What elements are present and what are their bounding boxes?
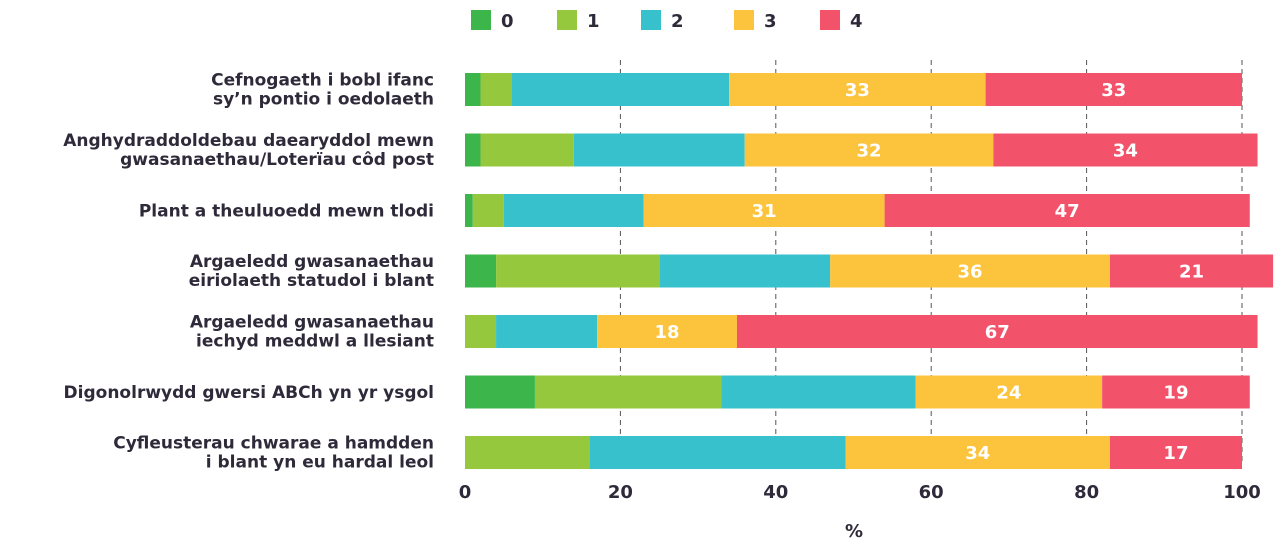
category-label-line: i blant yn eu hardal leol: [206, 453, 434, 473]
bar-segment-series-4: [1109, 436, 1242, 469]
legend-swatch-2: [641, 10, 661, 30]
x-tick-labels: 0 20 40 60 80 100: [459, 482, 1261, 503]
bar-segment-series-4: [1102, 375, 1250, 409]
data-label: 19: [1163, 383, 1188, 404]
category-label: Cyfleusterau chwarae a hamdden i blant yn…: [113, 434, 434, 473]
category-label-line: Argaeledd gwasanaethau: [190, 252, 434, 272]
data-label: 32: [857, 141, 882, 162]
bar-segment-series-4: [736, 315, 1258, 348]
bar-segment-series-3: [643, 194, 885, 227]
bar-segment-series-2: [659, 254, 831, 288]
bar-segment-series-0: [465, 194, 473, 227]
bar-segment-series-2: [511, 73, 730, 106]
category-label: Cefnogaeth i bobl ifanc sy’n pontio i oed…: [211, 71, 434, 110]
category-label-line: Plant a theuluoedd mewn tlodi: [139, 202, 434, 222]
legend-label-2: 2: [671, 11, 684, 32]
category-label: Argaeledd gwasanaethau eiriolaeth statudo…: [189, 252, 434, 291]
category-label: Argaeledd gwasanaethau iechyd meddwl a ll…: [190, 313, 434, 352]
data-label: 34: [1113, 141, 1138, 162]
data-label: 67: [985, 322, 1010, 343]
legend-label-1: 1: [587, 11, 600, 32]
category-label: Anghydraddoldebau daearyddol mewn gwasana…: [63, 131, 434, 170]
legend-swatch-1: [557, 10, 577, 30]
data-label: 17: [1163, 443, 1188, 464]
bar-segment-series-1: [480, 73, 512, 106]
bar-segment-series-0: [465, 133, 481, 167]
x-tick-label-0: 0: [459, 482, 472, 503]
bar-segment-series-4: [884, 194, 1250, 227]
bar-segment-series-3: [729, 73, 986, 106]
bar-segment-series-3: [915, 375, 1103, 409]
legend-label-4: 4: [850, 11, 863, 32]
category-labels: Cefnogaeth i bobl ifanc sy’n pontio i oed…: [63, 71, 434, 473]
bar-segment-series-0: [465, 375, 535, 409]
bar-segment-series-3: [597, 315, 737, 348]
bar-segment-series-1: [496, 254, 660, 288]
data-label: 33: [845, 80, 870, 101]
x-tick-label-20: 20: [608, 482, 633, 503]
bar-segment-series-4: [1109, 254, 1274, 288]
legend-label-0: 0: [501, 11, 514, 32]
legend-swatch-4: [820, 10, 840, 30]
category-label-line: iechyd meddwl a llesiant: [196, 332, 434, 352]
bar-segment-series-4: [985, 73, 1242, 106]
data-label: 33: [1101, 80, 1126, 101]
x-tick-label-60: 60: [919, 482, 944, 503]
data-label: 31: [752, 201, 777, 222]
category-label-line: eiriolaeth statudol i blant: [189, 271, 434, 291]
category-label-line: Cefnogaeth i bobl ifanc: [211, 71, 434, 91]
category-label-line: Digonolrwydd gwersi ABCh yn yr ysgol: [64, 383, 434, 403]
x-tick-label-100: 100: [1223, 482, 1261, 503]
category-label-line: Cyfleusterau chwarae a hamdden: [113, 434, 434, 454]
bar-segment-series-1: [472, 194, 504, 227]
bar-segment-series-1: [465, 436, 590, 469]
category-label: Plant a theuluoedd mewn tlodi: [139, 202, 434, 222]
category-label-line: Anghydraddoldebau daearyddol mewn: [63, 131, 434, 151]
bar-segment-series-1: [534, 375, 722, 409]
data-label: 47: [1055, 201, 1080, 222]
bar-segment-series-3: [744, 133, 994, 167]
bar-segment-series-2: [721, 375, 916, 409]
bar-segment-series-1: [465, 315, 497, 348]
x-tick-label-80: 80: [1074, 482, 1099, 503]
bar-segment-series-2: [503, 194, 644, 227]
category-label-line: gwasanaethau/Loterïau côd post: [120, 150, 434, 170]
bar-segment-series-1: [480, 133, 574, 167]
bar-segment-series-2: [589, 436, 846, 469]
legend-label-3: 3: [764, 11, 777, 32]
x-axis-title: %: [845, 521, 863, 542]
x-tick-label-40: 40: [763, 482, 788, 503]
bars: 33 33 32 34 31 47 36 21 18 67 24 19 34 17: [465, 73, 1274, 469]
legend: 0 1 2 3 4: [471, 10, 863, 32]
category-label: Digonolrwydd gwersi ABCh yn yr ysgol: [64, 383, 434, 403]
data-label: 18: [654, 322, 679, 343]
bar-segment-series-4: [993, 133, 1258, 167]
bar-segment-series-0: [465, 254, 497, 288]
category-label-line: sy’n pontio i oedolaeth: [213, 90, 434, 110]
legend-swatch-0: [471, 10, 491, 30]
data-label: 24: [996, 383, 1021, 404]
bar-segment-series-3: [830, 254, 1110, 288]
legend-swatch-3: [734, 10, 754, 30]
bar-segment-series-3: [845, 436, 1110, 469]
bar-segment-series-0: [465, 73, 481, 106]
data-label: 34: [965, 443, 990, 464]
category-label-line: Argaeledd gwasanaethau: [190, 313, 434, 333]
data-label: 36: [958, 262, 983, 283]
data-label: 21: [1179, 262, 1204, 283]
bar-segment-series-2: [573, 133, 745, 167]
bar-segment-series-2: [496, 315, 598, 348]
